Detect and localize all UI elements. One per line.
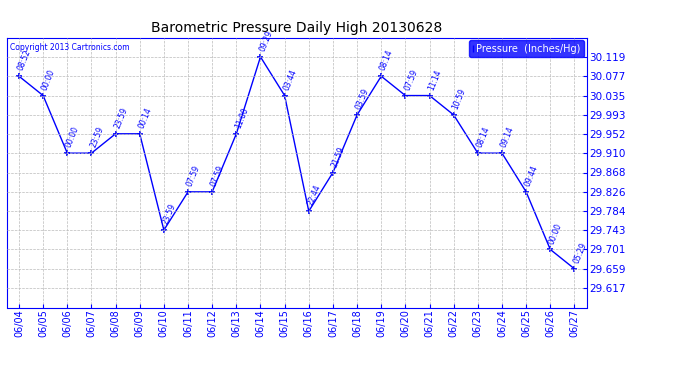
Text: 08:52: 08:52: [16, 48, 32, 72]
Text: 00:00: 00:00: [40, 68, 57, 92]
Text: 11:14: 11:14: [426, 68, 443, 92]
Text: 03:44: 03:44: [282, 68, 298, 92]
Text: 07:59: 07:59: [209, 164, 226, 188]
Text: 10:59: 10:59: [451, 87, 467, 111]
Text: 09:14: 09:14: [499, 125, 515, 149]
Text: 23:59: 23:59: [112, 106, 129, 130]
Text: 09:29: 09:29: [257, 29, 274, 53]
Text: 00:14: 00:14: [137, 106, 153, 130]
Text: 03:59: 03:59: [354, 87, 371, 111]
Text: 21:59: 21:59: [330, 145, 346, 168]
Title: Barometric Pressure Daily High 20130628: Barometric Pressure Daily High 20130628: [151, 21, 442, 35]
Text: 09:44: 09:44: [523, 164, 540, 188]
Text: 23:59: 23:59: [88, 125, 105, 149]
Legend: Pressure  (Inches/Hg): Pressure (Inches/Hg): [469, 40, 584, 57]
Text: Copyright 2013 Cartronics.com: Copyright 2013 Cartronics.com: [10, 43, 129, 52]
Text: 22:44: 22:44: [306, 183, 322, 207]
Text: 07:59: 07:59: [402, 68, 419, 92]
Text: 00:00: 00:00: [64, 125, 81, 149]
Text: 05:29: 05:29: [571, 241, 588, 265]
Text: 23:59: 23:59: [161, 202, 177, 226]
Text: 07:59: 07:59: [185, 164, 201, 188]
Text: 00:00: 00:00: [547, 222, 564, 245]
Text: 08:14: 08:14: [378, 48, 395, 72]
Text: 11:00: 11:00: [233, 106, 250, 130]
Text: 08:14: 08:14: [475, 126, 491, 149]
